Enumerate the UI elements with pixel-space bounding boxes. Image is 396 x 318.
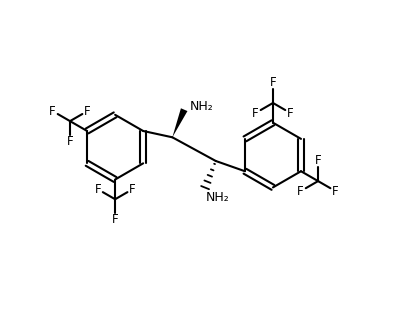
Text: NH₂: NH₂ [206, 191, 230, 204]
Text: F: F [297, 185, 304, 198]
Text: F: F [252, 107, 259, 120]
Text: F: F [270, 76, 276, 89]
Text: F: F [67, 135, 73, 148]
Text: F: F [129, 183, 136, 196]
Polygon shape [172, 108, 187, 137]
Text: F: F [287, 107, 294, 120]
Text: NH₂: NH₂ [190, 100, 214, 113]
Text: F: F [332, 185, 339, 198]
Text: F: F [112, 213, 118, 226]
Text: F: F [49, 105, 56, 118]
Text: F: F [94, 183, 101, 196]
Text: F: F [84, 105, 91, 118]
Text: F: F [315, 155, 322, 168]
